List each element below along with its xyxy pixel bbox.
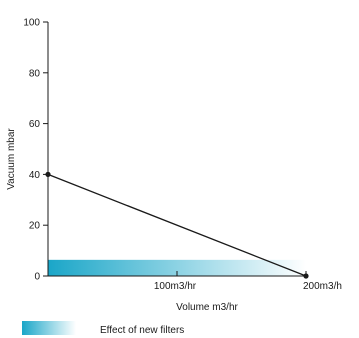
y-tick-label: 100 [23, 18, 40, 29]
y-tick-label: 0 [34, 272, 40, 283]
data-point [303, 273, 309, 279]
series-line [47, 173, 307, 277]
x-tick-label: 200m3/h [303, 281, 342, 292]
y-tick-label: 20 [29, 221, 41, 232]
y-axis-ticks: 0 20 40 60 80 100 [23, 18, 48, 283]
y-tick-label: 60 [29, 119, 41, 130]
series-group [45, 171, 309, 279]
legend-swatch [22, 321, 76, 335]
data-point [45, 171, 51, 177]
legend: Effect of new filters [22, 321, 184, 336]
y-tick-label: 80 [29, 68, 41, 79]
x-axis-title: Volume m3/hr [176, 302, 238, 313]
legend-label: Effect of new filters [100, 325, 184, 336]
filter-effect-band [48, 259, 306, 276]
y-tick-label: 40 [29, 170, 41, 181]
x-tick-label: 100m3/hr [154, 281, 197, 292]
y-axis-title: Vacuum mbar [6, 128, 17, 190]
